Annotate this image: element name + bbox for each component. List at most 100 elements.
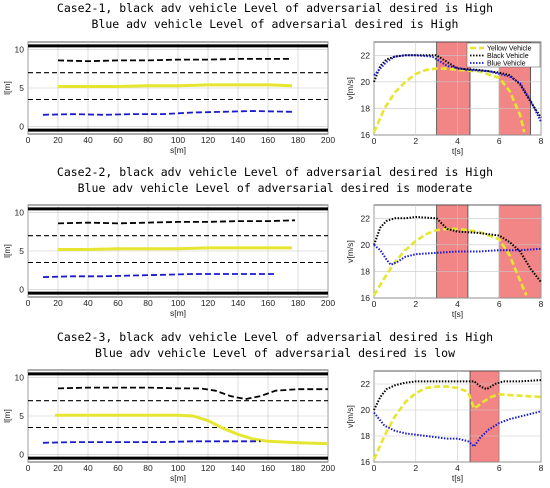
- y-tick-label: 0: [19, 449, 24, 459]
- x-axis-label: t[s]: [452, 309, 463, 319]
- y-tick-label: 18: [361, 266, 371, 276]
- x-tick-label: 200: [321, 298, 335, 308]
- x-tick-label: 4: [455, 463, 460, 473]
- x-tick-label: 120: [201, 135, 215, 145]
- x-tick-label: 2: [413, 136, 418, 146]
- panel2-speed-chart: 0 2 4 6 8 16 18 20 22 t[s] v[m/s]: [345, 204, 544, 319]
- x-tick-label: 180: [291, 135, 305, 145]
- y-axis-label: l[m]: [2, 409, 12, 423]
- x-tick-label: 8: [539, 136, 544, 146]
- y-tick-label: 10: [15, 373, 25, 383]
- x-tick-label: 160: [261, 463, 275, 473]
- x-tick-label: 0: [26, 135, 31, 145]
- y-tick-label: 20: [361, 240, 371, 250]
- panel3-speed-chart: 0 2 4 6 8 16 18 20 22 t[s] v[m/s]: [345, 370, 544, 483]
- x-tick-label: 160: [261, 135, 275, 145]
- yellow-vehicle-speed: [372, 385, 542, 460]
- x-tick-label: 0: [26, 298, 31, 308]
- x-tick-label: 60: [113, 298, 123, 308]
- yellow-vehicle-trajectory: [58, 83, 293, 88]
- black-vehicle-trajectory: [57, 58, 292, 63]
- x-tick-label: 100: [171, 298, 185, 308]
- legend-label: Yellow Vehicle: [487, 46, 532, 53]
- y-tick-label: 10: [15, 208, 25, 218]
- x-axis-label: t[s]: [452, 473, 463, 483]
- panel2-title-line1: Case2-2, black adv vehicle Level of adve…: [57, 165, 493, 179]
- x-axis-label: s[m]: [170, 145, 186, 155]
- black-vehicle-speed: [373, 379, 542, 411]
- panel3-lane-chart: 0 20 40 60 80 100 120 140 160 180 200 0 5 10 s[m] l[m]: [2, 369, 335, 483]
- y-axis-label: l[m]: [2, 81, 12, 95]
- panel1-title-line2: Blue adv vehicle Level of adversarial de…: [92, 17, 459, 31]
- y-axis-label: v[m/s]: [345, 77, 355, 100]
- x-tick-label: 40: [83, 463, 93, 473]
- x-tick-label: 140: [231, 463, 245, 473]
- x-tick-label: 100: [171, 463, 185, 473]
- x-tick-label: 60: [113, 463, 123, 473]
- legend-label: Blue Vehicle: [487, 61, 526, 68]
- x-tick-label: 6: [497, 136, 502, 146]
- blue-vehicle-speed: [373, 410, 542, 448]
- panel1-title-line1: Case2-1, black adv vehicle Level of adve…: [57, 1, 493, 15]
- x-tick-label: 160: [261, 298, 275, 308]
- y-tick-label: 0: [19, 121, 24, 131]
- black-vehicle-trajectory: [57, 219, 296, 225]
- y-tick-label: 18: [361, 103, 371, 113]
- y-tick-label: 20: [361, 405, 371, 415]
- adversarial-interval: [436, 41, 471, 136]
- blue-vehicle-trajectory: [42, 440, 261, 444]
- y-tick-label: 16: [361, 130, 371, 140]
- x-tick-label: 6: [497, 463, 502, 473]
- adversarial-interval: [469, 370, 500, 463]
- x-axis-label: s[m]: [170, 308, 186, 318]
- x-tick-label: 20: [53, 463, 63, 473]
- yellow-vehicle-trajectory: [58, 246, 292, 251]
- yellow-vehicle-speed: [372, 67, 526, 133]
- y-tick-label: 0: [19, 284, 24, 294]
- yellow-vehicle-speed: [372, 227, 528, 296]
- x-tick-label: 60: [113, 135, 123, 145]
- panel2-title-line2: Blue adv vehicle Level of adversarial de…: [78, 181, 473, 195]
- black-vehicle-speed: [373, 216, 542, 283]
- y-tick-label: 5: [19, 246, 24, 256]
- panel1-speed-chart: 0 2 4 6 8 16 18 20 22 t[s] v[m/s] Yellow VehicleBla…: [345, 41, 544, 156]
- x-tick-label: 140: [231, 135, 245, 145]
- y-tick-label: 22: [361, 379, 371, 389]
- y-tick-label: 22: [361, 213, 371, 223]
- x-tick-label: 20: [53, 135, 63, 145]
- x-tick-label: 180: [291, 463, 305, 473]
- x-axis-label: s[m]: [170, 473, 186, 483]
- x-tick-label: 0: [372, 463, 377, 473]
- x-tick-label: 200: [321, 135, 335, 145]
- x-tick-label: 20: [53, 298, 63, 308]
- x-tick-label: 2: [413, 463, 418, 473]
- y-tick-label: 18: [361, 431, 371, 441]
- y-axis-label: v[m/s]: [345, 240, 355, 263]
- x-tick-label: 6: [497, 299, 502, 309]
- black-vehicle-speed: [373, 54, 542, 119]
- y-axis-label: v[m/s]: [345, 405, 355, 428]
- blue-vehicle-speed: [373, 244, 542, 266]
- x-tick-label: 100: [171, 135, 185, 145]
- y-tick-label: 5: [19, 411, 24, 421]
- panel3-title-line1: Case2-3, black adv vehicle Level of adve…: [57, 330, 493, 344]
- legend-label: Black Vehicle: [487, 53, 529, 60]
- x-tick-label: 8: [539, 299, 544, 309]
- y-tick-label: 16: [361, 293, 371, 303]
- blue-vehicle-trajectory: [42, 273, 276, 278]
- x-tick-label: 180: [291, 298, 305, 308]
- x-tick-label: 40: [83, 135, 93, 145]
- y-axis-label: l[m]: [2, 244, 12, 258]
- x-tick-label: 0: [26, 463, 31, 473]
- x-tick-label: 140: [231, 298, 245, 308]
- x-tick-label: 120: [201, 463, 215, 473]
- panel2-lane-chart: 0 20 40 60 80 100 120 140 160 180 200 0 5 10 s[m] l[m]: [2, 204, 335, 318]
- black-vehicle-trajectory: [57, 386, 328, 401]
- x-tick-label: 120: [201, 298, 215, 308]
- blue-vehicle-speed: [373, 54, 542, 123]
- y-tick-label: 22: [361, 50, 371, 60]
- x-tick-label: 0: [372, 136, 377, 146]
- yellow-vehicle-trajectory: [55, 413, 329, 446]
- x-tick-label: 80: [143, 298, 153, 308]
